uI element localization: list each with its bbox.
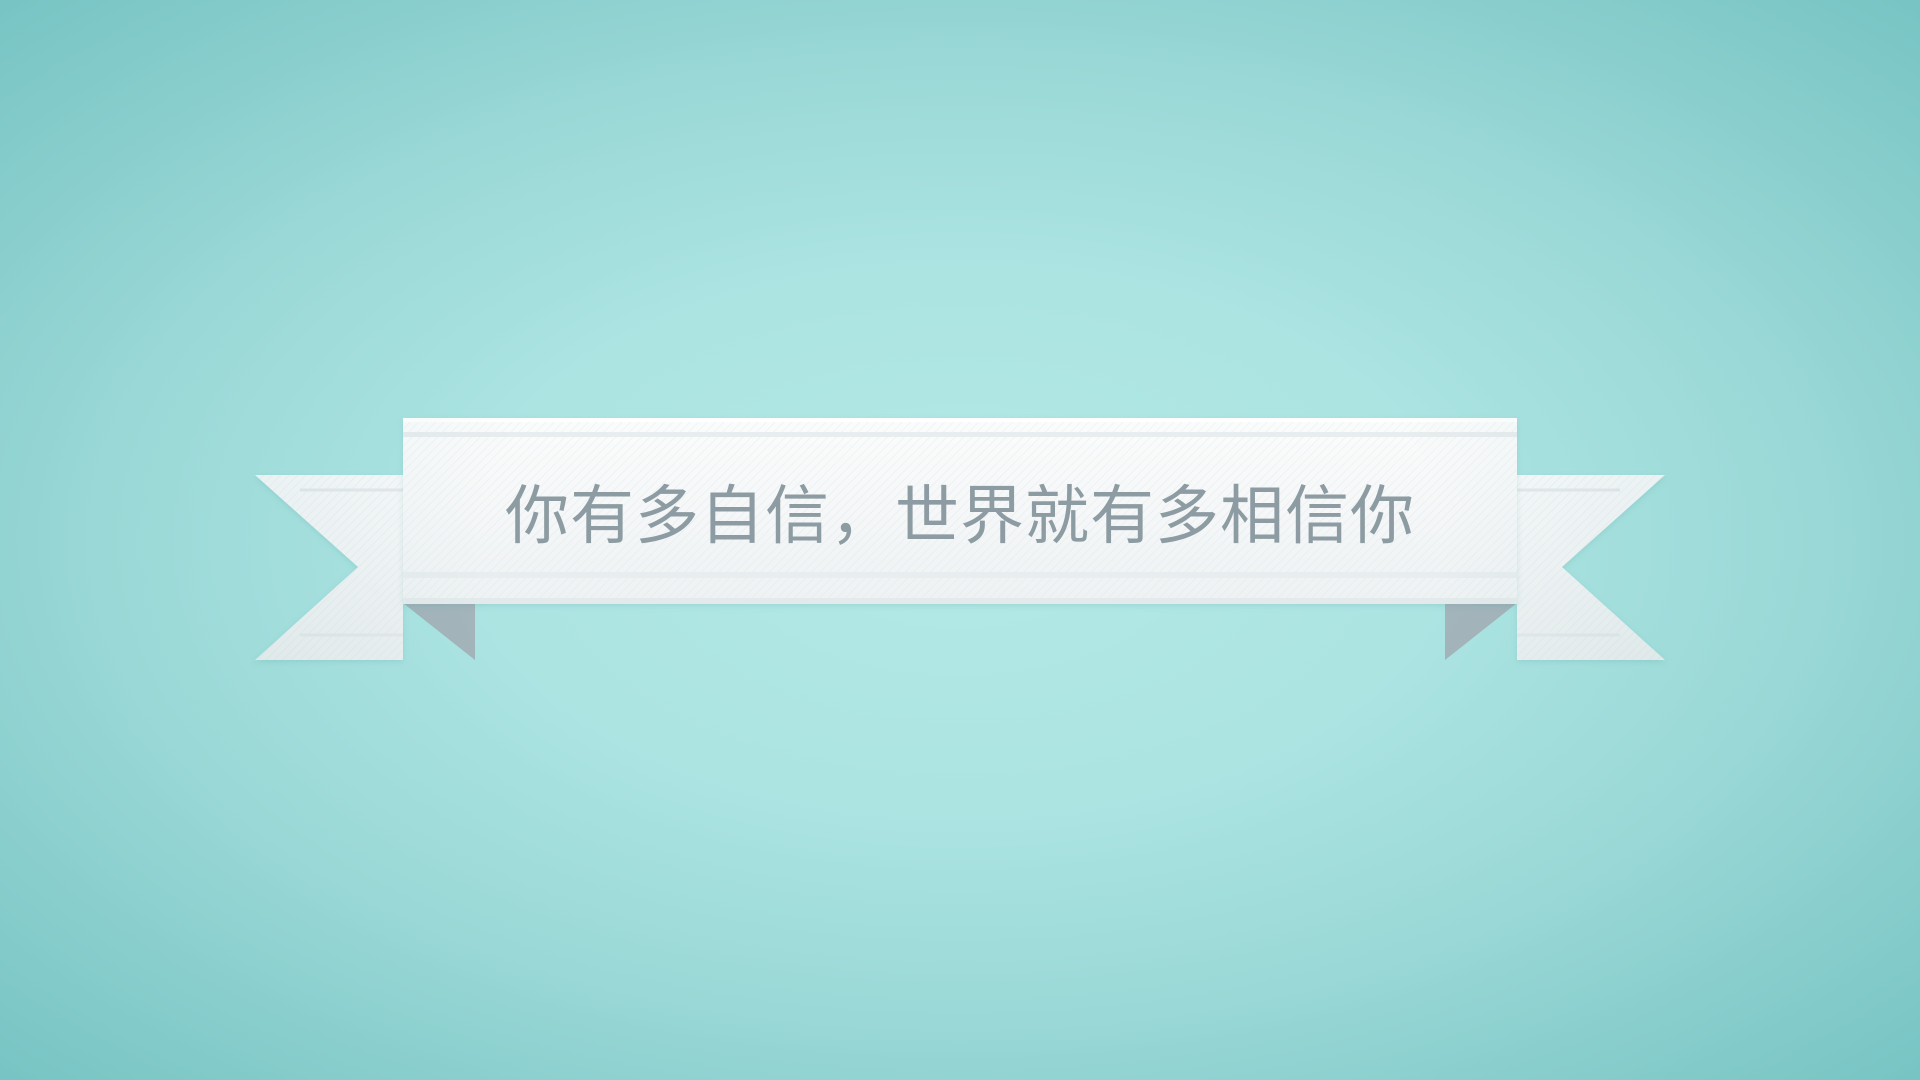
ribbon-main-band xyxy=(403,418,1517,604)
ribbon-left-fold xyxy=(403,603,475,660)
ribbon-left-tail xyxy=(255,475,403,660)
ribbon-right-tail xyxy=(1517,475,1665,660)
slogan-text: 你有多自信，世界就有多相信你 xyxy=(505,480,1415,554)
ribbon-right-fold xyxy=(1445,603,1517,660)
